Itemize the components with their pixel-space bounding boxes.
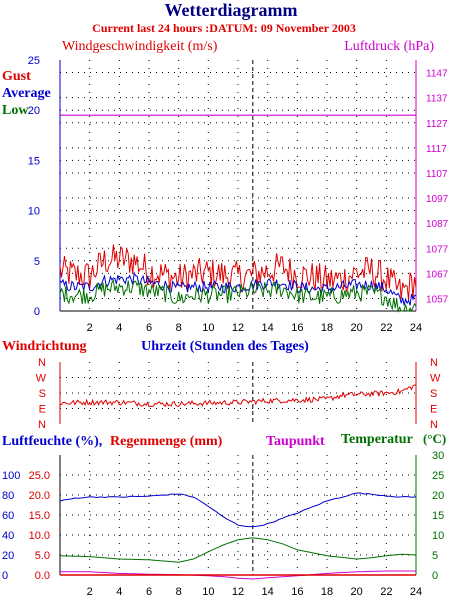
y-right-tick-label: 1077 bbox=[426, 244, 449, 255]
temperature-tick-label: 10 bbox=[432, 530, 444, 542]
humidity-tick-label: 100 bbox=[2, 470, 20, 482]
series-line-direction bbox=[59, 384, 417, 408]
direction-label: S bbox=[39, 388, 46, 400]
y-tick-label: 10 bbox=[28, 206, 40, 218]
direction-label: W bbox=[36, 373, 47, 385]
humidity-title: Luftfeuchte (%), bbox=[2, 434, 102, 449]
x-tick-label: 16 bbox=[291, 586, 303, 598]
x-tick-label: 18 bbox=[321, 586, 333, 598]
dewpoint-title: Taupunkt bbox=[266, 434, 325, 449]
series-line-gust bbox=[59, 244, 417, 301]
x-tick-label: 6 bbox=[146, 586, 152, 598]
direction-label: N bbox=[38, 419, 46, 431]
x-tick-label: 22 bbox=[380, 586, 392, 598]
direction-label-right: S bbox=[430, 388, 437, 400]
series-line-taupunkt bbox=[60, 570, 416, 580]
x-tick-label: 2 bbox=[87, 322, 93, 334]
humidity-tick-label: 40 bbox=[2, 530, 14, 542]
climate-chart: 0 20 40 60 80 100 0.0 5.0 10.0 15.0 20.0 25.0 0 5 10 15… bbox=[2, 450, 444, 598]
humidity-tick-label: 80 bbox=[2, 490, 14, 502]
x-tick-label: 18 bbox=[321, 322, 333, 334]
x-tick-label: 22 bbox=[380, 322, 392, 334]
direction-label-right: E bbox=[430, 404, 437, 416]
y-tick-label: 5 bbox=[34, 256, 40, 268]
y-right-tick-label: 1087 bbox=[426, 219, 449, 230]
diagram-subtitle: Current last 24 hours :DATUM: 09 Novembe… bbox=[92, 21, 356, 35]
temperature-tick-label: 5 bbox=[432, 550, 438, 562]
y-right-tick-label: 1137 bbox=[426, 94, 448, 105]
y-right-tick-label: 1057 bbox=[426, 294, 449, 305]
direction-label: E bbox=[39, 404, 46, 416]
temperature-unit: (°C) bbox=[423, 431, 446, 446]
x-tick-label: 6 bbox=[146, 322, 152, 334]
y-tick-label: 15 bbox=[28, 155, 40, 167]
rain-tick-label: 20.0 bbox=[29, 490, 50, 502]
y-tick-label: 25 bbox=[28, 55, 40, 67]
y-right-tick-label: 1127 bbox=[426, 119, 448, 130]
humidity-tick-label: 0 bbox=[2, 570, 8, 582]
x-tick-label: 12 bbox=[232, 322, 244, 334]
direction-label-right: W bbox=[430, 373, 441, 385]
x-tick-label: 20 bbox=[351, 322, 363, 334]
pressure-title: Luftdruck (hPa) bbox=[344, 39, 434, 54]
legend-gust: Gust bbox=[2, 69, 31, 84]
direction-label-right: N bbox=[430, 357, 438, 369]
wind-direction-title: Windrichtung bbox=[2, 339, 87, 354]
x-tick-label: 24 bbox=[410, 586, 422, 598]
x-tick-label: 16 bbox=[291, 322, 303, 334]
x-tick-label: 8 bbox=[176, 322, 182, 334]
series-line-low bbox=[59, 278, 417, 313]
wind-speed-title: Windgeschwindigkeit (m/s) bbox=[62, 39, 218, 54]
legend-low: Low bbox=[2, 103, 29, 118]
x-tick-label: 10 bbox=[202, 322, 214, 334]
direction-label: N bbox=[38, 357, 46, 369]
x-tick-label: 24 bbox=[410, 322, 422, 334]
rain-tick-label: 15.0 bbox=[29, 510, 50, 522]
x-tick-label: 2 bbox=[87, 586, 93, 598]
rain-tick-label: 5.0 bbox=[35, 550, 50, 562]
x-tick-label: 8 bbox=[176, 586, 182, 598]
humidity-tick-label: 60 bbox=[2, 510, 14, 522]
direction-label-right: N bbox=[430, 419, 438, 431]
wind-direction-chart: N NW WS SE EN N bbox=[36, 357, 441, 431]
y-tick-label: 20 bbox=[28, 105, 40, 117]
temperature-tick-label: 30 bbox=[432, 450, 444, 462]
x-tick-label: 14 bbox=[262, 586, 274, 598]
y-tick-label: 0 bbox=[34, 306, 40, 318]
series-line-luftfeuchte bbox=[59, 492, 417, 528]
rain-tick-label: 0.0 bbox=[35, 570, 50, 582]
x-tick-label: 14 bbox=[262, 322, 274, 334]
x-tick-label: 10 bbox=[202, 586, 214, 598]
rain-title: Regenmenge (mm) bbox=[110, 434, 223, 449]
x-tick-label: 4 bbox=[116, 322, 122, 334]
wind-speed-chart: 0 5 10 15 20 25 1057 1067 1077 1087 1097 1107 1117 11… bbox=[28, 55, 449, 334]
temperature-tick-label: 15 bbox=[432, 510, 444, 522]
temperature-tick-label: 0 bbox=[432, 570, 438, 582]
temperature-title: Temperatur bbox=[341, 432, 413, 447]
x-tick-label: 4 bbox=[116, 586, 122, 598]
x-tick-label: 20 bbox=[351, 586, 363, 598]
temperature-tick-label: 25 bbox=[432, 470, 444, 482]
x-axis-title: Uhrzeit (Stunden des Tages) bbox=[141, 339, 309, 354]
temperature-tick-label: 20 bbox=[432, 490, 444, 502]
rain-tick-label: 10.0 bbox=[29, 530, 50, 542]
legend-average: Average bbox=[2, 86, 51, 101]
y-right-tick-label: 1117 bbox=[426, 144, 447, 155]
y-right-tick-label: 1067 bbox=[426, 269, 449, 280]
y-right-tick-label: 1107 bbox=[426, 169, 448, 180]
diagram-title: Wetterdiagramm bbox=[165, 0, 298, 20]
y-right-tick-label: 1097 bbox=[426, 194, 449, 205]
humidity-tick-label: 20 bbox=[2, 550, 14, 562]
rain-tick-label: 25.0 bbox=[29, 470, 50, 482]
series-line-temperatur bbox=[59, 537, 417, 563]
x-tick-label: 12 bbox=[232, 586, 244, 598]
y-right-tick-label: 1147 bbox=[426, 69, 448, 80]
